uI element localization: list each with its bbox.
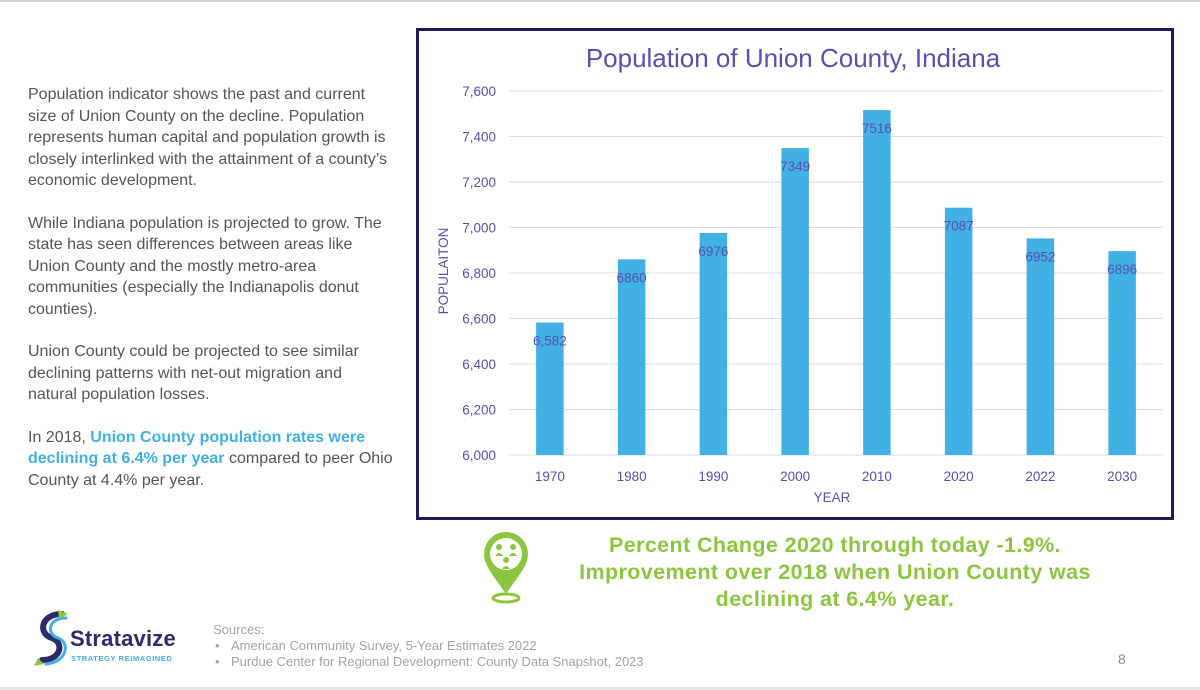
x-tick-label: 2030 xyxy=(1107,469,1137,484)
sources-list: American Community Survey, 5-Year Estima… xyxy=(213,638,644,670)
location-pin-people-icon xyxy=(484,532,528,604)
sources: Sources: American Community Survey, 5-Ye… xyxy=(213,622,644,670)
callout-line-2: Improvement over 2018 when Union County … xyxy=(579,560,1091,584)
bar-1990 xyxy=(699,232,728,455)
bar-2020 xyxy=(944,207,973,455)
bar-2010 xyxy=(863,110,891,456)
page-number: 8 xyxy=(1118,651,1126,667)
x-tick-label: 2000 xyxy=(780,469,810,484)
paragraph-intro: Population indicator shows the past and … xyxy=(28,86,388,189)
callout-line-3: declining at 6.4% year. xyxy=(715,587,955,611)
paragraph-2018: In 2018, Union County population rates w… xyxy=(28,427,393,492)
x-tick-label: 2022 xyxy=(1025,469,1055,484)
x-tick-label: 2010 xyxy=(862,469,892,484)
bars xyxy=(536,110,1136,456)
callout-line-1: Percent Change 2020 through today -1.9%. xyxy=(608,533,1062,557)
top-divider xyxy=(0,0,1200,2)
bar-1980 xyxy=(617,259,646,455)
y-tick-label: 6,800 xyxy=(462,266,496,281)
bar-value-label: 6860 xyxy=(617,270,647,285)
bar-value-label: 6976 xyxy=(698,244,728,259)
y-tick-label: 6,200 xyxy=(462,403,496,418)
source-item: Purdue Center for Regional Development: … xyxy=(213,654,644,670)
bar-2030 xyxy=(1108,251,1136,455)
y-tick-label: 7,000 xyxy=(462,221,496,236)
chart-title: Population of Union County, Indiana xyxy=(586,43,1001,73)
x-axis-ticks: 1970 1980 1990 2000 2010 2020 2022 2030 xyxy=(535,469,1137,484)
logo-name: Stratavize xyxy=(70,626,176,651)
description-text: Population indicator shows the past and … xyxy=(28,84,393,512)
y-tick-label: 7,600 xyxy=(462,84,496,99)
bottom-divider xyxy=(0,687,1200,690)
paragraph-projection: Union County could be projected to see s… xyxy=(28,343,359,403)
x-tick-label: 2020 xyxy=(944,469,974,484)
bar-value-labels: 6,582 6860 6976 7349 7516 7087 6952 6896 xyxy=(533,121,1137,348)
source-item: American Community Survey, 5-Year Estima… xyxy=(213,638,644,654)
decline-rate-highlight: Union County population rates were decli… xyxy=(28,428,365,468)
y-tick-label: 7,200 xyxy=(462,175,496,190)
x-tick-label: 1970 xyxy=(535,469,565,484)
y-tick-label: 6,400 xyxy=(462,357,496,372)
y-tick-label: 7,400 xyxy=(462,130,496,145)
population-chart: Population of Union County, Indiana 6,00… xyxy=(416,28,1174,520)
y-axis-ticks: 6,000 6,200 6,400 6,600 6,800 7,000 7,200 7,400… xyxy=(462,84,496,463)
y-axis-title: POPULAITON xyxy=(436,228,451,315)
y-tick-label: 6,000 xyxy=(462,448,496,463)
y-tick-label: 6,600 xyxy=(462,312,496,327)
chart-canvas: Population of Union County, Indiana 6,00… xyxy=(436,43,1163,505)
x-tick-label: 1990 xyxy=(698,469,728,484)
paragraph-2018-lead: In 2018, xyxy=(28,428,91,446)
paragraph-2018-tail: compared to peer Ohio County at 4.4% per… xyxy=(28,450,393,489)
paragraph-indiana: While Indiana population is projected to… xyxy=(28,214,382,318)
bar-value-label: 6952 xyxy=(1025,249,1055,264)
stratavize-logo-icon xyxy=(34,610,68,666)
logo-tagline: STRATEGY REIMAGINED xyxy=(71,654,173,663)
x-tick-label: 1980 xyxy=(617,469,647,484)
x-axis-title: YEAR xyxy=(814,490,851,505)
bar-value-label: 6,582 xyxy=(533,334,567,349)
bar-value-label: 7516 xyxy=(862,121,892,136)
bar-2022 xyxy=(1026,238,1055,455)
bar-value-label: 7087 xyxy=(944,219,974,234)
bar-value-label: 6896 xyxy=(1107,262,1137,277)
percent-change-callout: Percent Change 2020 through today -1.9%.… xyxy=(540,532,1130,613)
bar-1970 xyxy=(536,322,564,455)
bar-2000 xyxy=(781,148,809,455)
bar-value-label: 7349 xyxy=(780,159,810,174)
sources-heading: Sources: xyxy=(213,622,265,637)
gridlines xyxy=(509,90,1163,456)
